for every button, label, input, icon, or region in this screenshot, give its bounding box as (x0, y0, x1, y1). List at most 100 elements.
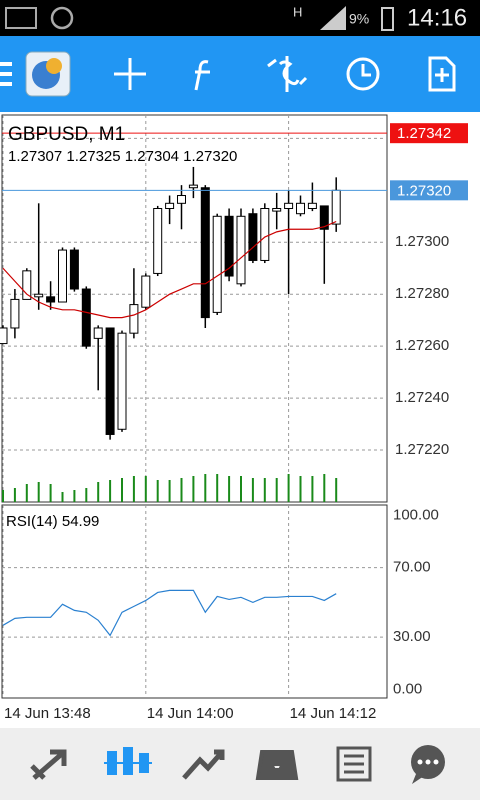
volume-bar (13, 488, 16, 502)
volume-bar (25, 484, 28, 502)
x-tick-label: 14 Jun 14:00 (147, 705, 234, 722)
volume-bar (251, 478, 254, 502)
y-tick-label: 1.27280 (395, 285, 449, 302)
candle-body (200, 187, 210, 319)
volume-bar (73, 490, 76, 502)
candle-body (224, 215, 234, 277)
candle-body (58, 249, 67, 303)
y-tick-label: 1.27240 (395, 389, 449, 406)
price-label-box (390, 123, 468, 144)
volume-bar (37, 482, 40, 502)
battery-icon (381, 7, 394, 31)
bottom-nav (0, 728, 480, 800)
y-tick-label: 1.27220 (395, 441, 449, 458)
rsi-panel (1, 504, 388, 699)
news-tab[interactable] (336, 746, 372, 782)
moving-average (2, 220, 337, 319)
volume-bar (299, 476, 302, 502)
symbol-title: GBPUSD, M1 (8, 124, 125, 145)
quotes-tab[interactable] (30, 749, 67, 780)
menu-button[interactable] (0, 62, 12, 86)
candle-body (34, 293, 44, 298)
period-button[interactable] (346, 57, 380, 91)
candle-body (272, 208, 282, 212)
candle-body (331, 189, 341, 225)
main-panel (1, 114, 388, 503)
volume-bar (180, 478, 183, 502)
volume-bar (335, 478, 338, 502)
candle-body (105, 327, 115, 435)
volume-bar (275, 478, 278, 502)
candle-body (117, 332, 127, 430)
crosshair-button[interactable] (114, 58, 146, 90)
indicators-button[interactable] (194, 60, 210, 91)
candle-body (81, 288, 91, 347)
candle-body (296, 202, 305, 215)
candle-body (212, 215, 222, 313)
y-tick-label: 30.00 (393, 628, 431, 645)
candle-body (319, 205, 329, 230)
volume-bar (49, 484, 52, 502)
candle-body (141, 275, 151, 308)
volume-bar (85, 488, 88, 502)
candle-body (10, 298, 20, 329)
volume-bar (323, 474, 326, 502)
x-tick-label: 14 Jun 13:48 (4, 705, 91, 722)
candle-body (165, 202, 175, 210)
candle-body (188, 184, 198, 189)
toolbar (0, 36, 480, 112)
app-icon[interactable] (25, 51, 71, 97)
chat-tab[interactable] (411, 745, 445, 784)
volume-bar (216, 474, 219, 502)
volume-bar (156, 480, 159, 502)
gallery-icon (5, 7, 37, 29)
candle-body (307, 202, 317, 210)
rsi-line (2, 589, 337, 637)
candle-body (93, 327, 103, 339)
candle-body (248, 213, 258, 261)
candle-body (236, 215, 246, 285)
new-order-button[interactable] (428, 56, 456, 92)
candle-body (260, 208, 270, 261)
volume-bar (240, 476, 242, 502)
y-tick-label: 1.27300 (395, 233, 449, 250)
volume-bar (109, 480, 112, 502)
trade-button[interactable] (267, 56, 308, 92)
signal-icon (320, 6, 346, 30)
rsi-title: RSI(14) 54.99 (6, 513, 99, 530)
chart-tab[interactable] (104, 747, 152, 775)
y-tick-label: 100.00 (393, 506, 439, 523)
candle-body (284, 202, 294, 210)
volume-bar (97, 482, 100, 502)
volume-bar (132, 476, 135, 502)
status-bar (0, 0, 480, 36)
y-tick-label: 70.00 (393, 559, 431, 576)
clock: 14:16 (407, 4, 467, 31)
volume-bar (204, 474, 207, 502)
trade-tab[interactable] (182, 749, 225, 780)
chart-layer: 1.273401.273001.272801.272601.272401.272… (0, 115, 468, 722)
volume-bar (263, 478, 266, 502)
price-label: 1.27320 (397, 182, 451, 199)
volume-bar (2, 490, 4, 502)
price-label-box (390, 180, 468, 201)
volume-bar (121, 478, 123, 502)
volume-bar (144, 476, 147, 502)
whatsapp-icon (50, 6, 74, 30)
volume-bar (311, 476, 314, 502)
ohlc-text: 1.27307 1.27325 1.27304 1.27320 (8, 148, 237, 165)
candle-body (153, 208, 163, 274)
candle-body (22, 270, 32, 300)
volume-bar (192, 476, 195, 502)
history-tab[interactable] (255, 750, 299, 780)
x-tick-label: 14 Jun 14:12 (290, 705, 377, 722)
volume-bar (61, 492, 64, 502)
y-tick-label: 0.00 (393, 680, 422, 697)
candle-body (0, 327, 8, 345)
candle-body (46, 296, 56, 303)
price-label: 1.27342 (397, 125, 451, 142)
candle-body (177, 195, 186, 204)
battery-percent: 9% (349, 11, 369, 27)
candle-body (69, 249, 79, 290)
